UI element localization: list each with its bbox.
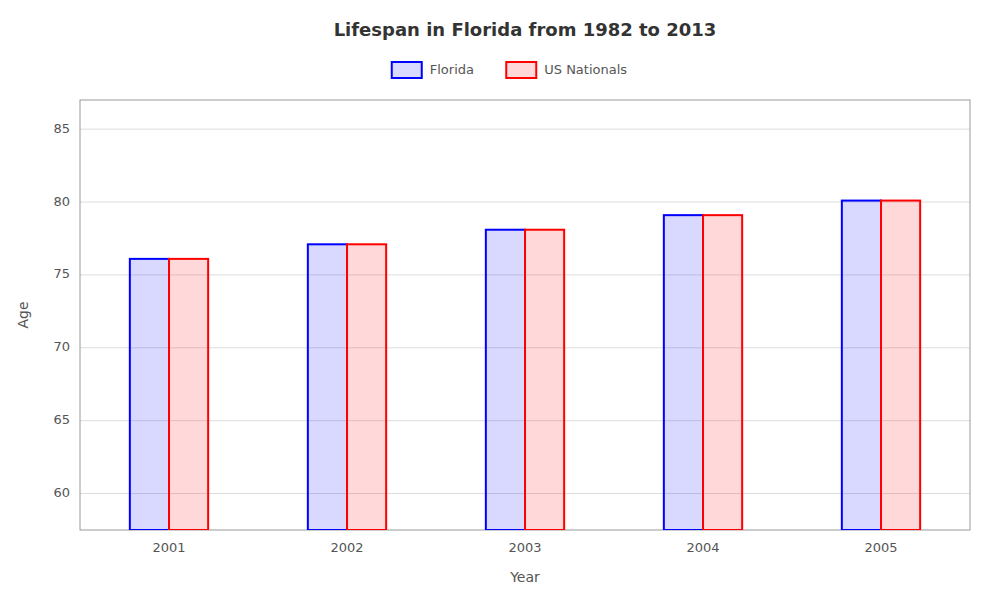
x-tick-label: 2002 bbox=[330, 540, 363, 555]
bar bbox=[525, 230, 564, 530]
x-tick-label: 2004 bbox=[686, 540, 719, 555]
legend-label: Florida bbox=[430, 62, 474, 77]
bar bbox=[703, 215, 742, 530]
y-tick-label: 60 bbox=[53, 485, 70, 500]
grid-line bbox=[80, 129, 970, 130]
y-tick-label: 75 bbox=[53, 266, 70, 281]
y-tick-label: 65 bbox=[53, 412, 70, 427]
bar bbox=[664, 215, 703, 530]
chart-container: 60 65 70 75 80 85 2001 2002 2003 2004 2005 Year Age L… bbox=[0, 0, 1000, 600]
bar bbox=[130, 259, 169, 530]
bar bbox=[842, 201, 881, 530]
legend-swatch bbox=[506, 62, 536, 78]
y-axis-label: Age bbox=[15, 301, 31, 328]
plot-frame bbox=[80, 100, 970, 530]
bar bbox=[169, 259, 208, 530]
bar bbox=[347, 244, 386, 530]
grid-line bbox=[80, 202, 970, 203]
legend-swatch bbox=[392, 62, 422, 78]
bar bbox=[486, 230, 525, 530]
chart-svg: 60 65 70 75 80 85 2001 2002 2003 2004 2005 Year Age L… bbox=[0, 0, 1000, 600]
y-tick-label: 80 bbox=[53, 194, 70, 209]
y-tick-label: 85 bbox=[53, 121, 70, 136]
legend: Florida US Nationals bbox=[392, 62, 628, 79]
bar bbox=[308, 244, 347, 530]
bar bbox=[881, 201, 920, 530]
x-tick-label: 2005 bbox=[864, 540, 897, 555]
x-tick-label: 2001 bbox=[152, 540, 185, 555]
bars bbox=[130, 201, 920, 530]
y-tick-label: 70 bbox=[53, 339, 70, 354]
x-tick-label: 2003 bbox=[508, 540, 541, 555]
x-axis-label: Year bbox=[509, 569, 540, 585]
legend-label: US Nationals bbox=[544, 62, 627, 77]
title: Lifespan in Florida from 1982 to 2013 bbox=[334, 19, 717, 40]
